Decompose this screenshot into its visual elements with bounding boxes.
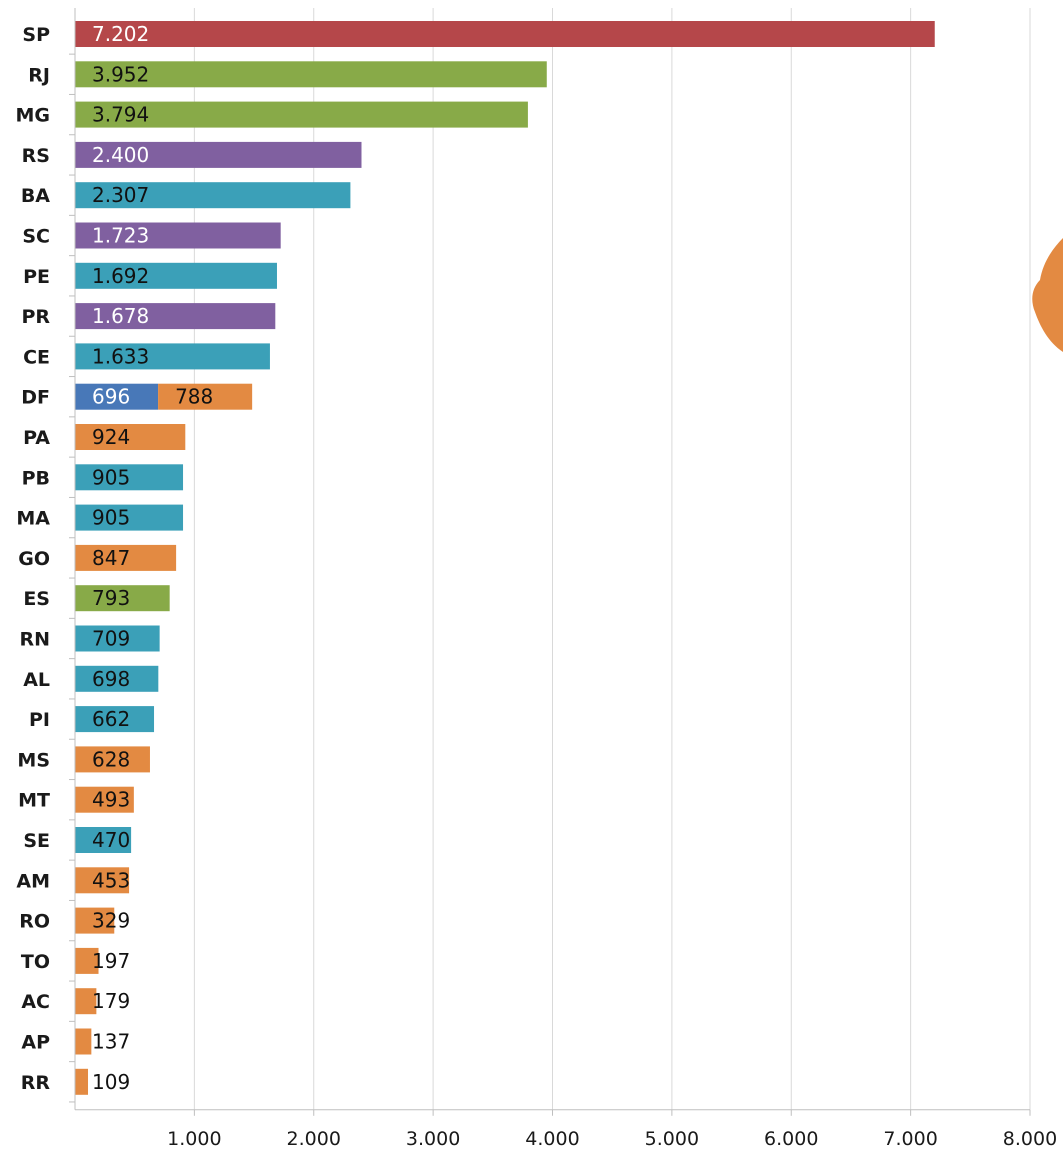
category-label: PE: [23, 266, 50, 288]
data-label: 3.952: [92, 62, 149, 86]
data-label: 628: [92, 747, 130, 771]
bar-segment: [75, 303, 276, 330]
data-label: 453: [92, 868, 130, 892]
category-label: SC: [22, 226, 50, 248]
data-label: 470: [92, 828, 130, 852]
data-label: 2.400: [92, 143, 149, 167]
category-label: GO: [18, 548, 50, 570]
data-label: 1.633: [92, 344, 149, 368]
bar-segment: [75, 424, 186, 450]
data-label: 137: [92, 1030, 130, 1054]
data-label: 696: [92, 385, 130, 409]
data-label: 109: [92, 1070, 130, 1094]
bar-segment: [75, 706, 155, 733]
bar-segment: [75, 141, 362, 168]
bars: 7.202 3.952 3.794 2.400 2.307 1.723 1.692 1.678…: [75, 21, 935, 1095]
data-label: 662: [92, 707, 130, 731]
category-label: PA: [23, 427, 50, 449]
bar-segment: [75, 746, 150, 773]
decoration: [1032, 238, 1063, 352]
category-label: BA: [21, 185, 50, 207]
bar-segment: [75, 544, 177, 571]
x-tick-label: 7.000: [883, 1128, 937, 1150]
category-label: TO: [21, 951, 50, 973]
bar-segment: [75, 988, 97, 1015]
x-tick-label: 4.000: [525, 1128, 579, 1150]
bar-segment: [75, 625, 160, 652]
bar-segment: [75, 1028, 92, 1055]
data-label: 924: [92, 425, 130, 449]
bar-segment: [75, 504, 184, 531]
category-label: MA: [16, 508, 50, 530]
bar-segment: [75, 665, 159, 692]
bar-segment: [75, 947, 99, 974]
category-label: MS: [17, 749, 50, 771]
category-label: AM: [16, 870, 50, 892]
data-label: 329: [92, 909, 130, 933]
data-label: 2.307: [92, 183, 149, 207]
data-label: 847: [92, 546, 130, 570]
category-label: RO: [19, 911, 50, 933]
bar-segment: [75, 61, 547, 88]
bar-segment: [75, 101, 528, 128]
category-label: AC: [21, 991, 50, 1013]
x-tick-label: 5.000: [645, 1128, 699, 1150]
data-label: 1.723: [92, 224, 149, 248]
x-tick-label: 6.000: [764, 1128, 818, 1150]
data-label: 3.794: [92, 103, 149, 127]
data-label: 793: [92, 586, 130, 610]
bar-segment: [75, 867, 130, 894]
category-label: PB: [22, 467, 50, 489]
bar-segment: [75, 182, 351, 209]
category-label: AP: [21, 1032, 50, 1054]
bar-segment: [75, 21, 935, 47]
category-label: RR: [21, 1072, 51, 1094]
x-tick-label: 2.000: [287, 1128, 341, 1150]
data-label: 698: [92, 667, 130, 691]
bar-segment: [75, 786, 134, 813]
data-label: 709: [92, 627, 130, 651]
grid-lines: [193, 8, 1031, 1110]
category-label: RN: [19, 629, 50, 651]
x-tick-label: 1.000: [167, 1128, 221, 1150]
bar-segment: [75, 827, 132, 853]
data-label: 179: [92, 989, 130, 1013]
axes: SP RJ MG RS BA SC PE PR CE DF PA PB MA GO ES RN AL PI MS MT…: [15, 8, 1057, 1150]
data-label: 905: [92, 465, 130, 489]
category-label: DF: [21, 387, 50, 409]
bar-segment: [75, 383, 159, 410]
category-label: PR: [21, 306, 50, 328]
bar-segment: [75, 907, 115, 934]
category-label: ES: [23, 588, 50, 610]
data-label: 788: [175, 385, 213, 409]
x-tick-label: 8.000: [1003, 1128, 1057, 1150]
data-label: 493: [92, 788, 130, 812]
data-label: 1.678: [92, 304, 149, 328]
category-label: SP: [22, 24, 50, 46]
bar-segment: [75, 1068, 89, 1095]
category-label: MT: [18, 790, 50, 812]
data-label: 905: [92, 506, 130, 530]
map-fragment-icon: [1032, 238, 1063, 352]
bar-segment: [75, 343, 270, 370]
category-label: RS: [22, 145, 50, 167]
category-label: MG: [15, 105, 50, 127]
category-label: AL: [23, 669, 50, 691]
bar-segment: [75, 585, 170, 612]
data-label: 197: [92, 949, 130, 973]
bar-segment: [75, 262, 277, 289]
data-label: 1.692: [92, 264, 149, 288]
bar-segment: [75, 222, 281, 249]
category-label: RJ: [28, 64, 50, 86]
category-label: SE: [23, 830, 50, 852]
data-label: 7.202: [92, 22, 149, 46]
x-tick-label: 3.000: [406, 1128, 460, 1150]
category-label: PI: [29, 709, 50, 731]
category-label: CE: [23, 346, 50, 368]
bar-segment: [75, 464, 184, 491]
bar-segment: [158, 383, 253, 410]
